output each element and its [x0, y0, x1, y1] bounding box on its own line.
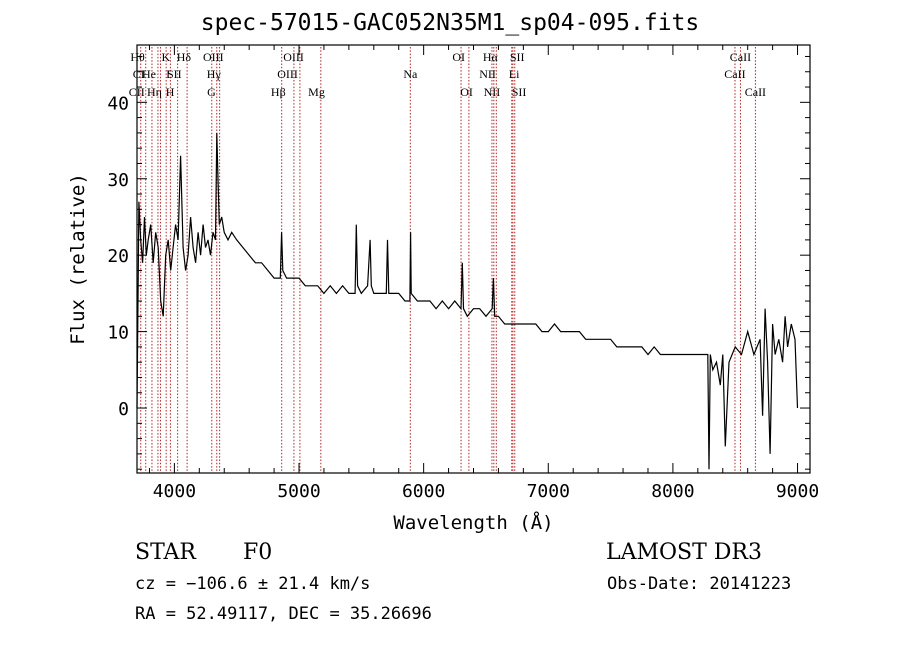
survey-name: LAMOST DR3 [606, 540, 762, 565]
spectral-line-label: SII [510, 50, 525, 64]
spectral-line-label: CI [133, 67, 145, 81]
spectral-line-label: OIII [277, 67, 298, 81]
spectral-line-label: Hγ [207, 67, 222, 81]
spectral-line-label: Li [509, 67, 520, 81]
spectrum-line [136, 132, 799, 470]
y-tick-label: 30 [107, 170, 129, 191]
spectral-line-label: K [161, 50, 170, 64]
spectral-lines-layer [140, 47, 756, 472]
redshift-velocity: cz = −106.6 ± 21.4 km/s [135, 574, 371, 594]
spectral-line-label: Mg [308, 85, 325, 99]
spectral-line-label: OI [460, 85, 473, 99]
spectral-line-label: CaII [730, 50, 751, 64]
chart-title: spec-57015-GAC052N35M1_sp04-095.fits [200, 10, 700, 36]
spectral-line-label: He [142, 67, 156, 81]
y-tick-label: 40 [107, 93, 129, 114]
spectral-line-label: Hβ [271, 85, 286, 99]
axis-ticks: 4000 5000 6000 7000 8000 9000 0 10 20 30 40 [107, 45, 819, 502]
spectral-line-label: SII [167, 67, 182, 81]
spectral-line-label: Hδ [177, 50, 192, 64]
spectral-line-label: OIII [203, 50, 224, 64]
object-class: STAR [135, 540, 196, 565]
spectral-line-label: G [207, 85, 216, 99]
spectral-line-label: I [166, 67, 170, 81]
coordinates: RA = 52.49117, DEC = 35.26696 [135, 604, 432, 624]
spectral-line-label: CaII [745, 85, 766, 99]
x-tick-label: 7000 [527, 481, 570, 502]
spectral-line-label: Hα [483, 50, 499, 64]
spectral-line-label: Na [403, 67, 418, 81]
spectral-line-label: OIII [283, 50, 304, 64]
spectral-line-label: H [166, 85, 175, 99]
y-axis-label: Flux (relative) [67, 173, 89, 345]
x-tick-label: 8000 [651, 481, 694, 502]
spectral-line-label: SII [512, 85, 527, 99]
x-tick-label: 4000 [153, 481, 196, 502]
plot-frame [136, 44, 811, 474]
spectral-line-label: NII [484, 85, 501, 99]
spectral-line-label: OI [452, 50, 465, 64]
spectral-labels-layer: HθCICIIHeHηKIHSIIHδGHγOIIIHβOIIIOIIIMgNa… [129, 50, 766, 99]
x-tick-label: 9000 [776, 481, 819, 502]
x-tick-label: 6000 [402, 481, 445, 502]
x-axis-label: Wavelength (Å) [393, 511, 553, 534]
y-tick-label: 0 [118, 399, 129, 420]
y-tick-label: 20 [107, 246, 129, 267]
spectral-line-label: Hθ [130, 50, 145, 64]
spectral-line-label: CaII [724, 67, 745, 81]
observation-date: Obs-Date: 20141223 [607, 574, 792, 594]
object-subclass: F0 [243, 540, 273, 565]
x-tick-label: 5000 [277, 481, 320, 502]
y-tick-label: 10 [107, 323, 129, 344]
spectral-line-label: NII [479, 67, 496, 81]
spectral-line-label: Hη [147, 85, 162, 99]
